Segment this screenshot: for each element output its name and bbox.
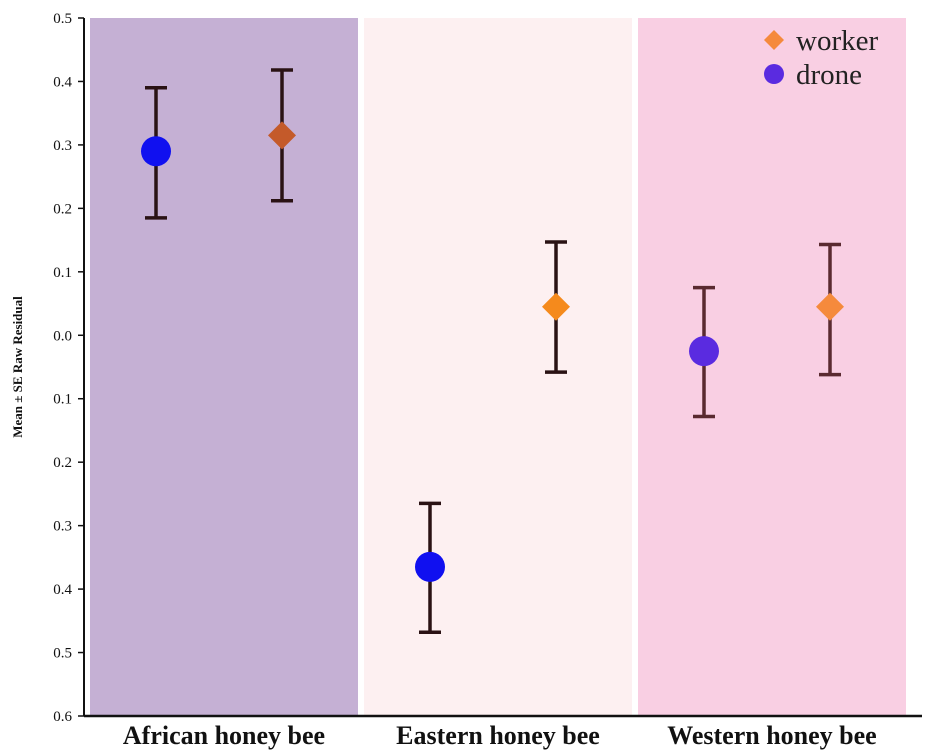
y-tick-label: 0.0 — [53, 328, 72, 344]
y-tick-label: 0.1 — [53, 392, 72, 408]
category-bands — [90, 18, 906, 716]
drone-marker — [415, 551, 445, 582]
y-tick-label: 0.2 — [53, 455, 72, 471]
y-tick-label: 0.4 — [53, 74, 72, 90]
band-0 — [90, 18, 358, 716]
y-tick-label: 0.3 — [53, 519, 72, 535]
y-tick-label: 0.5 — [53, 11, 72, 27]
y-tick-label: 0.6 — [53, 709, 72, 725]
data-points — [141, 68, 844, 634]
legend-item-worker: worker — [764, 25, 878, 57]
worker-point — [542, 240, 570, 374]
worker-point — [816, 242, 844, 377]
y-tick-label: 0.4 — [53, 582, 72, 598]
band-1 — [364, 18, 632, 716]
y-axis-label: Mean ± SE Raw Residual — [10, 296, 25, 438]
legend-label: worker — [796, 25, 878, 57]
drone-marker — [141, 136, 171, 167]
legend-item-drone: drone — [764, 59, 862, 91]
y-tick-label: 0.5 — [53, 646, 72, 662]
category-label: African honey bee — [123, 721, 325, 750]
worker-marker — [816, 292, 844, 321]
drone-point — [141, 86, 171, 220]
x-axis: African honey bee Eastern honey bee Wester… — [84, 714, 922, 750]
worker-marker — [542, 292, 570, 321]
category-label: Eastern honey bee — [396, 721, 600, 750]
y-tick-label: 0.1 — [53, 265, 72, 281]
category-label: Western honey bee — [667, 721, 876, 750]
y-tick-label: 0.3 — [53, 138, 72, 154]
band-2 — [638, 18, 906, 716]
worker-marker — [268, 121, 296, 150]
worker-point — [268, 68, 296, 203]
drone-point — [415, 501, 445, 634]
legend-marker — [764, 64, 784, 84]
y-tick-label: 0.2 — [53, 201, 72, 217]
drone-point — [689, 285, 719, 419]
y-axis: 0.5 0.4 0.3 0.2 0.1 0.0 0.1 0.2 0.3 0.4 0.5 0.6 — [53, 11, 85, 725]
legend-marker — [764, 30, 784, 50]
drone-marker — [689, 336, 719, 367]
legend-label: drone — [796, 59, 862, 91]
